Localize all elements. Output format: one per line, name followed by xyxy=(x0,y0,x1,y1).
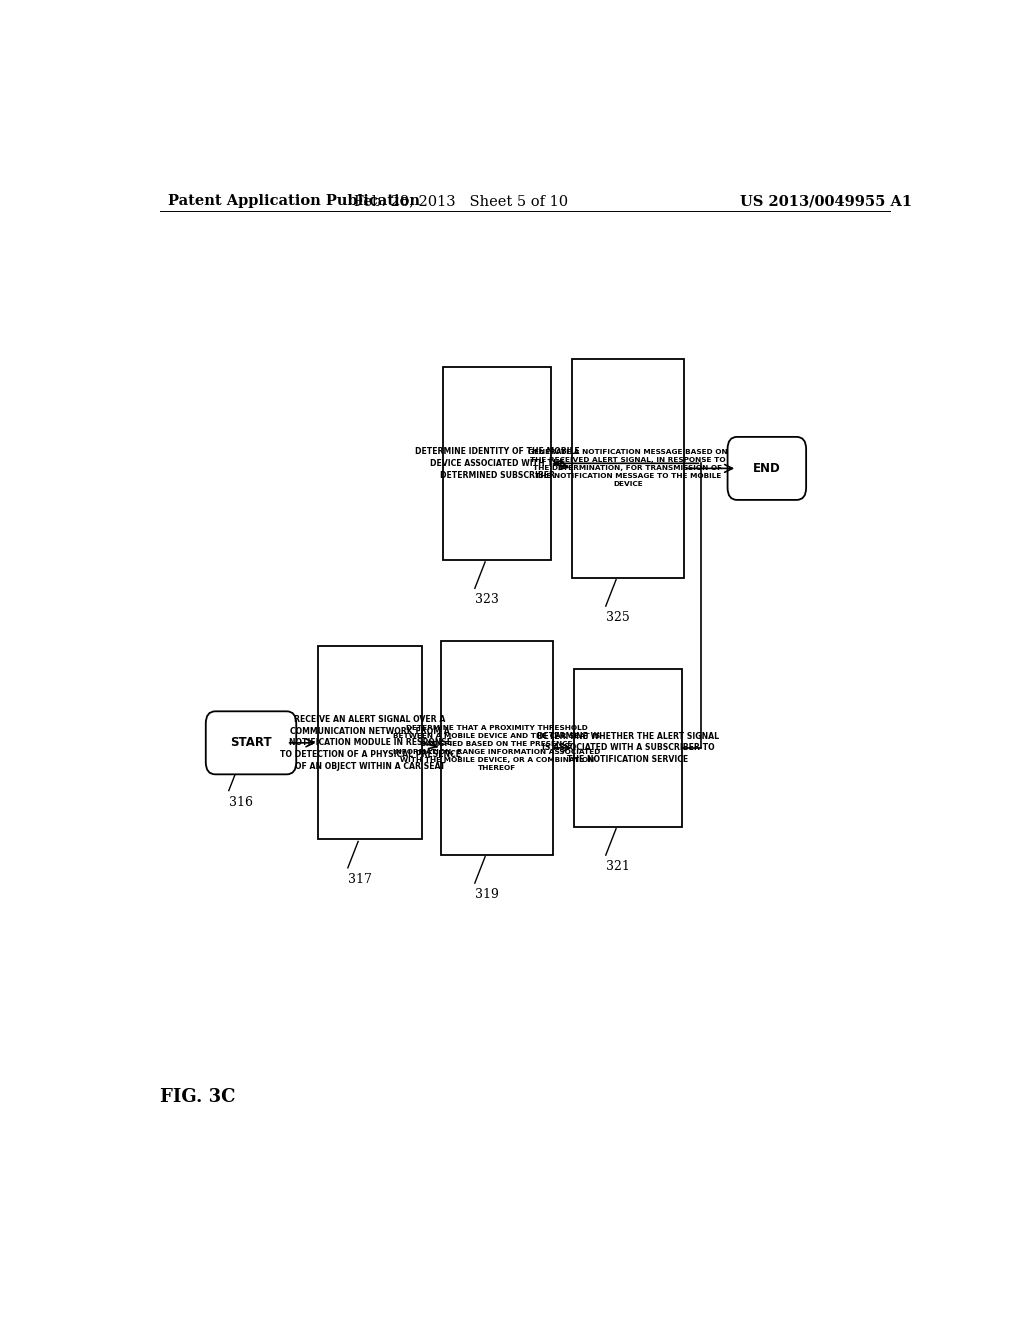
Text: 323: 323 xyxy=(475,594,499,606)
Text: 319: 319 xyxy=(475,888,499,902)
Text: DETERMINE IDENTITY OF THE MOBILE
DEVICE ASSOCIATED WITH THE
DETERMINED SUBSCRIBE: DETERMINE IDENTITY OF THE MOBILE DEVICE … xyxy=(415,447,580,479)
Text: Feb. 28, 2013   Sheet 5 of 10: Feb. 28, 2013 Sheet 5 of 10 xyxy=(354,194,568,209)
Text: Patent Application Publication: Patent Application Publication xyxy=(168,194,420,209)
Text: 317: 317 xyxy=(348,873,372,886)
Text: END: END xyxy=(753,462,780,475)
Text: START: START xyxy=(230,737,271,750)
Text: 321: 321 xyxy=(606,861,630,874)
Text: FIG. 3C: FIG. 3C xyxy=(160,1089,236,1106)
Text: RECEIVE AN ALERT SIGNAL OVER A
COMMUNICATION NETWORK FROM A
NOTIFICATION MODULE : RECEIVE AN ALERT SIGNAL OVER A COMMUNICA… xyxy=(280,714,461,771)
Text: DETERMINE WHETHER THE ALERT SIGNAL
IS ASSOCIATED WITH A SUBSCRIBER TO
THE NOTIFI: DETERMINE WHETHER THE ALERT SIGNAL IS AS… xyxy=(537,731,719,764)
Text: DETERMINE THAT A PROXIMITY THRESHOLD
BETWEEN A MOBILE DEVICE AND THE CAR SEAT IS: DETERMINE THAT A PROXIMITY THRESHOLD BET… xyxy=(393,725,601,771)
FancyBboxPatch shape xyxy=(206,711,296,775)
Text: US 2013/0049955 A1: US 2013/0049955 A1 xyxy=(740,194,912,209)
Text: 325: 325 xyxy=(606,611,630,624)
FancyBboxPatch shape xyxy=(443,367,551,560)
FancyBboxPatch shape xyxy=(728,437,806,500)
FancyBboxPatch shape xyxy=(572,359,684,578)
Text: GENERATE A NOTIFICATION MESSAGE BASED ON
THE RECEIVED ALERT SIGNAL, IN RESPONSE : GENERATE A NOTIFICATION MESSAGE BASED ON… xyxy=(528,449,728,487)
Text: 316: 316 xyxy=(228,796,253,809)
FancyBboxPatch shape xyxy=(318,647,422,840)
FancyBboxPatch shape xyxy=(574,669,682,826)
FancyBboxPatch shape xyxy=(441,642,553,854)
